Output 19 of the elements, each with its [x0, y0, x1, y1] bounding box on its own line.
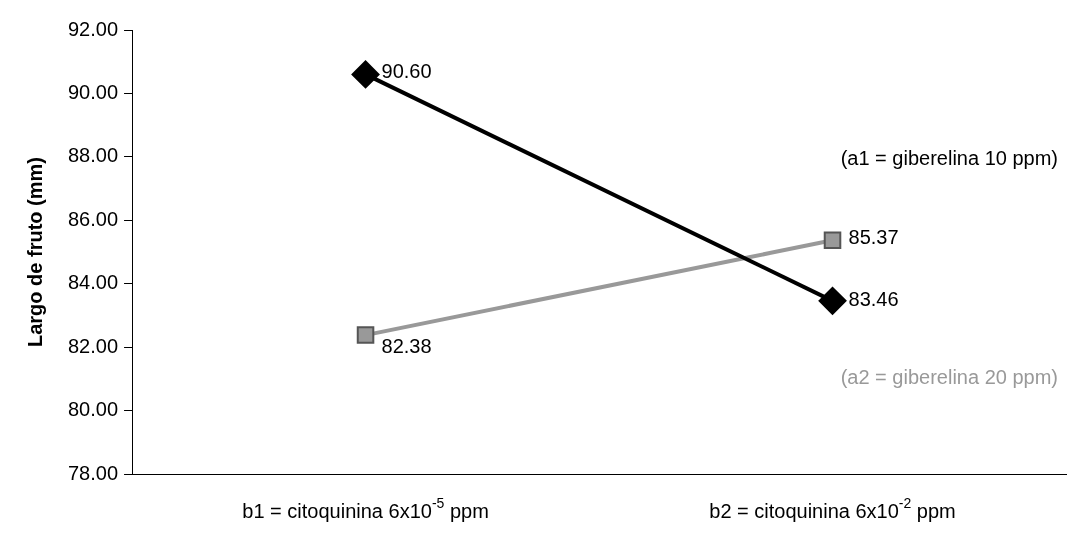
- y-axis-title: Largo de fruto (mm): [23, 157, 46, 347]
- y-tick-label: 92.00: [67, 17, 119, 40]
- data-label: 83.46: [848, 288, 899, 311]
- y-tick-label: 86.00: [67, 207, 119, 230]
- data-label: 90.60: [381, 59, 432, 82]
- y-tick-label: 80.00: [67, 398, 119, 421]
- point: [818, 286, 847, 315]
- y-tick-label: 78.00: [67, 461, 119, 484]
- text: (a1 = giberelina 10 ppm): [840, 147, 1058, 170]
- y-tick-label: 82.00: [67, 334, 119, 357]
- data-label: 82.38: [381, 334, 432, 357]
- point: [356, 326, 375, 344]
- text: (a2 = giberelina 20 ppm): [840, 365, 1058, 388]
- y-tick-label: 88.00: [67, 144, 119, 167]
- data-label: 85.37: [848, 225, 899, 248]
- point: [823, 231, 842, 250]
- point: [351, 60, 380, 89]
- y-tick-label: 84.00: [67, 271, 119, 294]
- y-tick-label: 90.00: [67, 80, 119, 103]
